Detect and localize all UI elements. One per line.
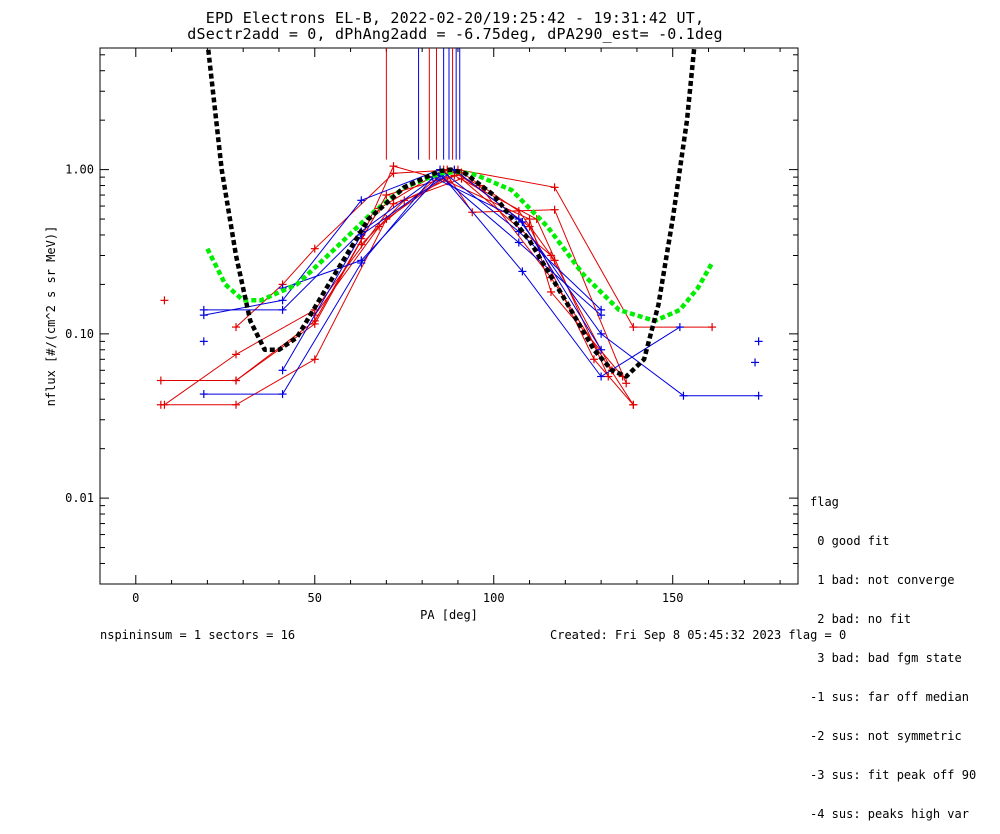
chart-title-line1: EPD Electrons EL-B, 2022-02-20/19:25:42 …	[205, 9, 705, 27]
series-line	[160, 175, 609, 381]
legend-item: -2 sus: not symmetric	[810, 729, 962, 743]
chart-title-line2: dSectr2add = 0, dPhAng2add = -6.75deg, d…	[187, 25, 723, 43]
x-tick-label: 0	[132, 591, 139, 605]
legend-item: 1 bad: not converge	[810, 573, 955, 587]
y-tick-label: 0.10	[65, 327, 94, 341]
legend-item: 3 bad: bad fgm state	[810, 651, 962, 665]
flag-legend: flag 0 good fit 1 bad: not converge 2 ba…	[810, 470, 976, 834]
footer-spin-info: nspininsum = 1 sectors = 16	[100, 628, 296, 642]
y-tick-label: 1.00	[65, 163, 94, 177]
series-line	[160, 170, 634, 406]
legend-item: 0 good fit	[810, 534, 890, 548]
y-tick-label: 0.01	[65, 491, 94, 505]
legend-item: -1 sus: far off median	[810, 690, 969, 704]
legend-title: flag	[810, 495, 839, 509]
x-tick-label: 100	[483, 591, 505, 605]
footer-created-info: Created: Fri Sep 8 05:45:32 2023 flag = …	[550, 628, 847, 642]
x-tick-label: 50	[308, 591, 322, 605]
series-line	[282, 168, 602, 371]
x-axis-label: PA [deg]	[420, 608, 478, 622]
y-axis-label: nflux [#/(cm^2 s sr MeV)]	[44, 226, 58, 407]
series-line	[235, 169, 713, 328]
x-tick-label: 150	[662, 591, 684, 605]
series-line	[360, 165, 623, 377]
black-fit-curve	[205, 48, 697, 379]
legend-item: 2 bad: no fit	[810, 612, 912, 626]
series-line	[235, 168, 627, 384]
legend-item: -4 sus: peaks high var	[810, 807, 969, 821]
legend-item: -3 sus: fit peak off 90	[810, 768, 977, 782]
axes: 0 50 100 150 0.01 0.10 1.00	[65, 48, 798, 605]
chart-plot: 0 50 100 150 0.01 0.10 1.00 PA [deg] nflux [#/…	[44, 47, 799, 622]
series-line	[203, 172, 681, 378]
data-area	[156, 48, 763, 409]
